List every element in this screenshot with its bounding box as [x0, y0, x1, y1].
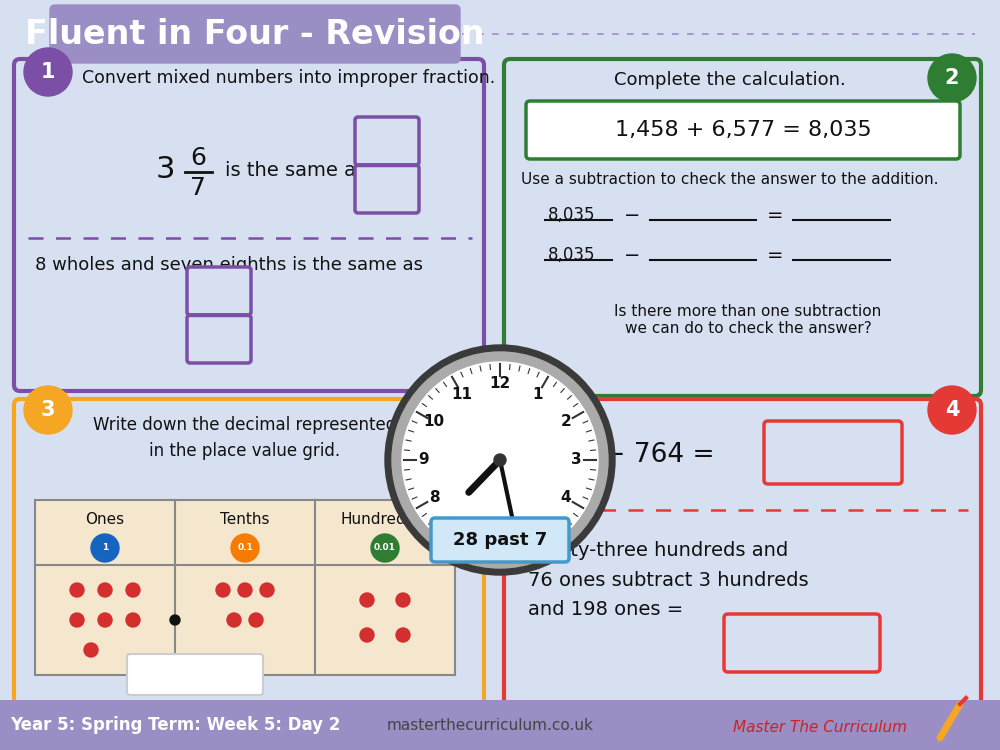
Text: 0.1: 0.1: [237, 544, 253, 553]
Text: 6: 6: [495, 529, 505, 544]
Text: 3: 3: [571, 452, 581, 467]
Text: 9: 9: [419, 452, 429, 467]
Text: 11: 11: [451, 387, 472, 402]
Circle shape: [24, 48, 72, 96]
FancyBboxPatch shape: [764, 421, 902, 484]
Text: 8,035: 8,035: [548, 206, 596, 224]
Bar: [0, 700, 1000, 750]
Text: 3: 3: [155, 155, 175, 184]
Text: −: −: [624, 245, 640, 265]
Text: =: =: [767, 206, 783, 224]
Text: 4: 4: [561, 490, 571, 506]
Circle shape: [91, 534, 119, 562]
Circle shape: [98, 583, 112, 597]
FancyBboxPatch shape: [504, 399, 981, 706]
Circle shape: [385, 345, 615, 575]
Circle shape: [494, 454, 506, 466]
Text: 7: 7: [457, 518, 467, 533]
Circle shape: [371, 534, 399, 562]
Circle shape: [231, 534, 259, 562]
Text: Fluent in Four - Revision: Fluent in Four - Revision: [25, 17, 485, 50]
Circle shape: [170, 615, 180, 625]
Text: Ones: Ones: [85, 512, 125, 527]
Circle shape: [396, 593, 410, 607]
Circle shape: [238, 583, 252, 597]
Circle shape: [392, 352, 608, 568]
FancyBboxPatch shape: [504, 59, 981, 396]
FancyBboxPatch shape: [355, 165, 419, 213]
Text: 8 wholes and seven eighths is the same as: 8 wholes and seven eighths is the same a…: [35, 256, 423, 274]
Bar: [35, 500, 455, 675]
Text: Is there more than one subtraction
we can do to check the answer?: Is there more than one subtraction we ca…: [614, 304, 882, 336]
Text: −: −: [624, 206, 640, 224]
Circle shape: [84, 643, 98, 657]
Text: 10: 10: [424, 415, 445, 430]
Circle shape: [928, 386, 976, 434]
Text: Tenths: Tenths: [220, 512, 270, 527]
FancyBboxPatch shape: [50, 5, 460, 63]
Circle shape: [396, 628, 410, 642]
Circle shape: [126, 583, 140, 597]
Text: 12: 12: [489, 376, 511, 392]
Circle shape: [70, 583, 84, 597]
FancyBboxPatch shape: [14, 399, 484, 706]
FancyBboxPatch shape: [724, 614, 880, 672]
Text: 6295 − 764 =: 6295 − 764 =: [528, 442, 714, 468]
Circle shape: [227, 613, 241, 627]
Text: Convert mixed numbers into improper fraction.: Convert mixed numbers into improper frac…: [82, 69, 495, 87]
Text: Hundredths: Hundredths: [340, 512, 430, 527]
Text: Use a subtraction to check the answer to the addition.: Use a subtraction to check the answer to…: [521, 172, 939, 188]
Text: Year 5: Spring Term: Week 5: Day 2: Year 5: Spring Term: Week 5: Day 2: [10, 716, 340, 734]
Text: 7: 7: [190, 176, 206, 200]
FancyBboxPatch shape: [526, 101, 960, 159]
Text: 4: 4: [945, 400, 959, 420]
Text: 1: 1: [102, 544, 108, 553]
Circle shape: [402, 362, 598, 558]
Text: Eighty-three hundreds and
76 ones subtract 3 hundreds
and 198 ones =: Eighty-three hundreds and 76 ones subtra…: [528, 541, 809, 619]
Text: 28 past 7: 28 past 7: [453, 531, 547, 549]
Text: 2: 2: [560, 415, 571, 430]
FancyBboxPatch shape: [127, 654, 263, 695]
FancyBboxPatch shape: [355, 117, 419, 165]
Circle shape: [928, 54, 976, 102]
Circle shape: [98, 613, 112, 627]
Circle shape: [216, 583, 230, 597]
Text: is the same as: is the same as: [225, 160, 366, 179]
Text: Write down the decimal represented
in the place value grid.: Write down the decimal represented in th…: [93, 416, 397, 460]
Text: =: =: [767, 245, 783, 265]
Text: 1,458 + 6,577 = 8,035: 1,458 + 6,577 = 8,035: [615, 120, 871, 140]
Text: masterthecurriculum.co.uk: masterthecurriculum.co.uk: [387, 718, 593, 733]
Text: Complete the calculation.: Complete the calculation.: [614, 71, 846, 89]
Text: 1: 1: [533, 387, 543, 402]
FancyBboxPatch shape: [187, 315, 251, 363]
FancyBboxPatch shape: [187, 267, 251, 315]
Circle shape: [360, 628, 374, 642]
Text: Master The Curriculum: Master The Curriculum: [733, 721, 907, 736]
Text: 6: 6: [190, 146, 206, 170]
Text: 0.01: 0.01: [374, 544, 396, 553]
Text: 3: 3: [41, 400, 55, 420]
Circle shape: [24, 386, 72, 434]
Circle shape: [260, 583, 274, 597]
Circle shape: [360, 593, 374, 607]
Circle shape: [70, 613, 84, 627]
FancyBboxPatch shape: [431, 518, 569, 562]
Circle shape: [249, 613, 263, 627]
Text: 8,035: 8,035: [548, 246, 596, 264]
Text: 8: 8: [429, 490, 439, 506]
Circle shape: [126, 613, 140, 627]
Text: 5: 5: [533, 518, 543, 533]
Text: 1: 1: [41, 62, 55, 82]
FancyBboxPatch shape: [14, 59, 484, 391]
Text: 2: 2: [945, 68, 959, 88]
